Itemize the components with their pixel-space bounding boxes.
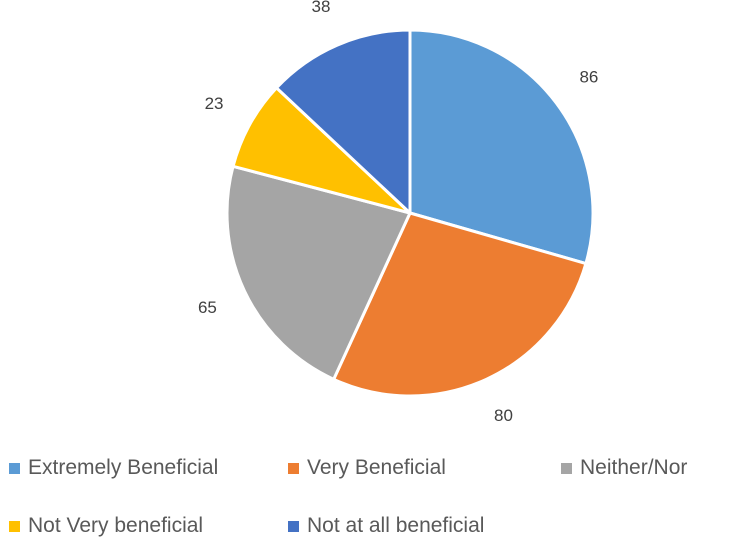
data-label-neither-nor: 65 <box>198 298 217 317</box>
legend-label-neither-nor: Neither/Nor <box>580 456 688 479</box>
pie-plot-area: 86 80 65 23 38 <box>198 0 598 425</box>
pie-slice-neither-nor <box>225 164 412 381</box>
pie-slice-not-at-all-beneficial <box>274 28 412 215</box>
pie-slice-extremely-beneficial <box>408 28 595 266</box>
legend-item-very-beneficial: Very Beneficial <box>288 453 446 483</box>
legend-label-not-at-all-beneficial: Not at all beneficial <box>307 514 485 537</box>
legend-swatch-not-very-beneficial <box>9 520 20 532</box>
pie-slice-not-very-beneficial <box>231 86 412 215</box>
legend-item-extremely-beneficial: Extremely Beneficial <box>9 453 218 483</box>
legend-swatch-not-at-all-beneficial <box>288 520 299 532</box>
pie-slice-very-beneficial <box>332 211 588 398</box>
legend-item-neither-nor: Neither/Nor <box>561 453 687 483</box>
legend-item-not-very-beneficial: Not Very beneficial <box>9 511 203 541</box>
legend-label-not-very-beneficial: Not Very beneficial <box>28 514 204 537</box>
legend-row-1: Extremely Beneficial Very Beneficial Nei… <box>0 453 730 483</box>
legend-swatch-very-beneficial <box>288 462 299 474</box>
legend-label-very-beneficial: Very Beneficial <box>307 456 446 479</box>
legend-row-2: Not Very beneficial Not at all beneficia… <box>0 511 730 541</box>
data-label-extremely-beneficial: 86 <box>579 68 598 87</box>
legend-label-extremely-beneficial: Extremely Beneficial <box>28 456 219 479</box>
legend-item-not-at-all-beneficial: Not at all beneficial <box>288 511 484 541</box>
legend-swatch-neither-nor <box>561 462 572 474</box>
legend-swatch-extremely-beneficial <box>9 462 20 474</box>
data-label-very-beneficial: 80 <box>494 406 513 425</box>
data-label-not-at-all-beneficial: 38 <box>311 0 330 16</box>
data-label-not-very-beneficial: 23 <box>205 94 224 113</box>
